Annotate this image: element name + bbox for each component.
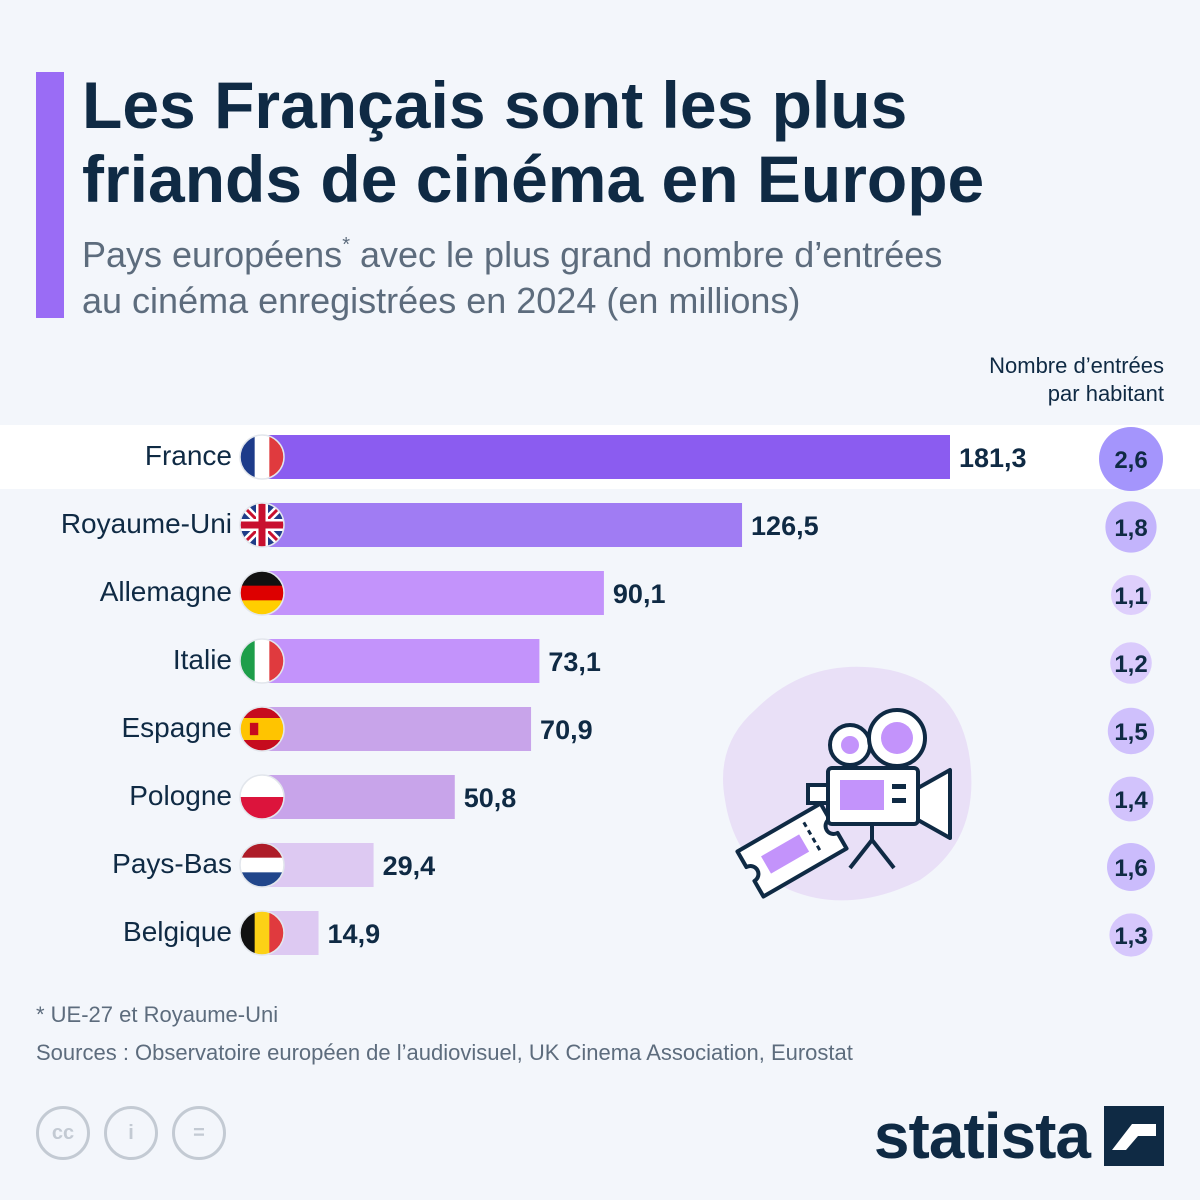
- category-label: Espagne: [121, 712, 232, 743]
- category-label: Royaume-Uni: [61, 508, 232, 539]
- per-capita-value-label: 1,3: [1114, 923, 1147, 950]
- page-subtitle: Pays européens* avec le plus grand nombr…: [82, 232, 1182, 324]
- per-capita-column-header: Nombre d’entrées par habitant: [989, 352, 1164, 408]
- poland-flag-icon: [239, 774, 285, 820]
- italy-flag-icon: [239, 638, 285, 684]
- subtitle-line-2: au cinéma enregistrées en 2024 (en milli…: [82, 280, 801, 321]
- per-capita-bubble: [1107, 707, 1155, 755]
- per-capita-header-line-1: Nombre d’entrées: [989, 353, 1164, 378]
- bar-italie: [262, 639, 540, 683]
- subtitle-text-b: avec le plus grand nombre d’entrées: [349, 234, 943, 275]
- bar-row-france: France 181,3 2,6: [145, 427, 1163, 491]
- bar-row-royaume-uni: Royaume-Uni 126,5 1,8: [61, 501, 1157, 553]
- per-capita-value-label: 1,1: [1114, 583, 1147, 610]
- per-capita-bubble: [1107, 843, 1155, 891]
- france-flag-icon: [239, 434, 285, 480]
- bar-value-label: 90,1: [613, 579, 666, 609]
- germany-flag-icon: [239, 570, 285, 616]
- per-capita-value-label: 1,5: [1114, 719, 1147, 746]
- per-capita-value-label: 1,2: [1114, 651, 1147, 678]
- bar-france: [262, 435, 950, 479]
- per-capita-header-line-2: par habitant: [1047, 381, 1164, 406]
- statista-brand[interactable]: statista: [874, 1100, 1164, 1172]
- sources-text: Sources : Observatoire européen de l’aud…: [36, 1040, 853, 1065]
- per-capita-bubble: [1105, 501, 1157, 553]
- license-icons: cc i =: [36, 1106, 226, 1160]
- bar-row-pays-bas: Pays-Bas 29,4 1,6: [112, 842, 1155, 891]
- bar-value-label: 73,1: [548, 647, 601, 677]
- subtitle-line-1: Pays européens* avec le plus grand nombr…: [82, 232, 1182, 278]
- movie-camera-illustration: [723, 666, 972, 901]
- subtitle-asterisk: *: [342, 234, 350, 256]
- ticket-icon: [735, 801, 849, 899]
- per-capita-bubble: [1111, 575, 1151, 615]
- per-capita-value-label: 1,8: [1114, 515, 1147, 542]
- bar-royaume-uni: [262, 503, 743, 547]
- category-label: Allemagne: [100, 576, 232, 607]
- category-label: Pologne: [129, 780, 232, 811]
- belgium-flag-icon: [239, 910, 285, 956]
- category-label: France: [145, 440, 232, 471]
- per-capita-value-label: 1,4: [1114, 787, 1148, 814]
- uk-flag-icon: [239, 502, 285, 548]
- per-capita-bubble: [1108, 776, 1154, 822]
- per-capita-bubble: [1110, 642, 1152, 684]
- title-line-1: Les Français sont les plus: [82, 68, 908, 142]
- bar-value-label: 181,3: [959, 443, 1027, 473]
- bar-row-allemagne: Allemagne 90,1 1,1: [100, 570, 1151, 616]
- bar-value-label: 70,9: [540, 715, 593, 745]
- bar-allemagne: [262, 571, 604, 615]
- page-title: Les Français sont les plus friands de ci…: [82, 68, 1182, 216]
- per-capita-bubble: [1099, 427, 1163, 491]
- bar-pologne: [262, 775, 455, 819]
- category-label: Belgique: [123, 916, 232, 947]
- category-label: Italie: [173, 644, 232, 675]
- bar-value-label: 14,9: [328, 919, 381, 949]
- creative-commons-icon[interactable]: cc: [36, 1106, 90, 1160]
- footnote: * UE-27 et Royaume-Uni: [36, 1002, 279, 1027]
- bar-row-italie: Italie 73,1 1,2: [173, 638, 1152, 684]
- bar-row-espagne: Espagne 70,9 1,5: [121, 706, 1155, 755]
- bar-value-label: 29,4: [383, 851, 436, 881]
- category-label: Pays-Bas: [112, 848, 232, 879]
- title-line-2: friands de cinéma en Europe: [82, 142, 985, 216]
- statista-wordmark: statista: [873, 1100, 1091, 1172]
- bar-espagne: [262, 707, 532, 751]
- attribution-icon[interactable]: i: [104, 1106, 158, 1160]
- per-capita-bubble: [1109, 913, 1153, 957]
- bar-value-label: 126,5: [751, 511, 819, 541]
- bar-row-belgique: Belgique 14,9 1,3: [123, 910, 1153, 957]
- netherlands-flag-icon: [239, 842, 285, 888]
- statista-logo-icon: [1104, 1106, 1164, 1166]
- bar-row-pologne: Pologne 50,8 1,4: [129, 774, 1154, 822]
- spain-flag-icon: [239, 706, 285, 752]
- per-capita-value-label: 1,6: [1114, 855, 1147, 882]
- bar-value-label: 50,8: [464, 783, 517, 813]
- per-capita-value-label: 2,6: [1114, 447, 1147, 474]
- no-derivatives-icon[interactable]: =: [172, 1106, 226, 1160]
- title-accent-bar: [36, 72, 64, 318]
- subtitle-text-a: Pays européens: [82, 234, 343, 275]
